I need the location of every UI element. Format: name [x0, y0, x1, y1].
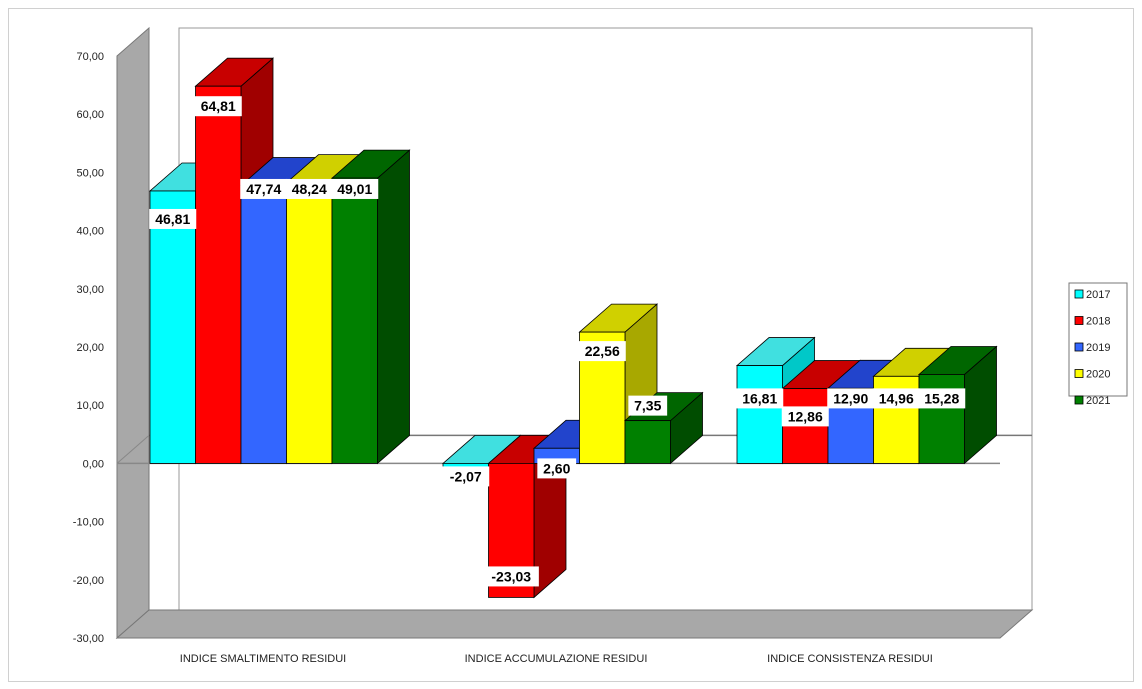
- data-label-box: [442, 466, 490, 487]
- side-wall: [116, 26, 150, 640]
- bar-front: [331, 177, 378, 464]
- legend-item-2017: 2017: [1074, 289, 1110, 301]
- data-label-box: [483, 566, 539, 587]
- floor: [115, 609, 1034, 639]
- data-label-text: 48,24: [292, 181, 327, 197]
- legend-item-2018: 2018: [1074, 316, 1110, 328]
- y-tick-label: 20,00: [76, 342, 104, 354]
- data-label: -23,03: [483, 566, 539, 587]
- data-label: 14,96: [872, 388, 920, 409]
- data-label: 22,56: [578, 341, 626, 362]
- y-tick-label: -30,00: [73, 633, 104, 645]
- data-label-box: [918, 388, 966, 409]
- bar-2021-0: [330, 149, 411, 465]
- legend-label: 2019: [1086, 342, 1110, 354]
- legend: 2017 2018 2019 2020 2021: [1068, 282, 1128, 407]
- data-label-text: 15,28: [924, 390, 959, 406]
- data-label-text: 49,01: [337, 181, 372, 197]
- data-label-box: [149, 208, 197, 229]
- y-tick-label: 40,00: [76, 226, 104, 238]
- legend-swatch: [1074, 316, 1084, 325]
- data-label-box: [331, 178, 379, 199]
- data-label: 2,60: [537, 458, 577, 479]
- legend-label: 2020: [1086, 369, 1110, 381]
- data-label: 12,86: [781, 406, 829, 427]
- data-label: 47,74: [240, 178, 288, 199]
- x-axis: INDICE SMALTIMENTO RESIDUI INDICE ACCUMUL…: [180, 653, 933, 665]
- data-labels: 46,81 64,81 47,74 48,24 49,01 -2,07 -23,03 2,60…: [149, 96, 966, 587]
- y-tick-label: 10,00: [76, 400, 104, 412]
- y-tick-label: -20,00: [73, 575, 104, 587]
- legend-swatch: [1074, 395, 1084, 405]
- data-label-box: [285, 178, 333, 199]
- data-label-text: 16,81: [742, 390, 777, 406]
- legend-swatch: [1074, 369, 1084, 378]
- data-label: 12,90: [827, 388, 875, 409]
- bar-front: [240, 185, 287, 464]
- zero-depth-line: [116, 435, 150, 464]
- legend-label: 2018: [1086, 316, 1110, 328]
- legend-item-2021: 2021: [1074, 395, 1110, 407]
- data-label-box: [240, 178, 288, 199]
- category-label: INDICE ACCUMULAZIONE RESIDUI: [465, 653, 648, 665]
- legend-swatch: [1074, 342, 1084, 352]
- data-label: 48,24: [285, 178, 333, 199]
- data-label-box: [781, 406, 829, 427]
- data-label: 16,81: [736, 388, 784, 409]
- data-label: 7,35: [628, 395, 668, 416]
- data-label: 49,01: [331, 178, 379, 199]
- data-label-text: 12,90: [833, 390, 868, 406]
- legend-swatch: [1074, 289, 1084, 299]
- data-label-text: -2,07: [450, 468, 482, 484]
- data-label: 15,28: [918, 388, 966, 409]
- legend-item-2019: 2019: [1074, 342, 1110, 354]
- bar-front: [286, 182, 333, 464]
- bar-side: [377, 149, 410, 465]
- y-tick-label: 70,00: [76, 51, 104, 63]
- legend-item-2020: 2020: [1074, 369, 1110, 381]
- data-label-text: 2,60: [543, 460, 570, 476]
- y-tick-label: 60,00: [76, 109, 104, 121]
- data-label: 46,81: [149, 208, 197, 229]
- category-label: INDICE SMALTIMENTO RESIDUI: [180, 653, 346, 665]
- y-tick-label: 50,00: [76, 167, 104, 179]
- y-axis: 70,00 60,00 50,00 40,00 30,00 20,00 10,00 0,00 -…: [73, 51, 104, 645]
- y-tick-label: 30,00: [76, 284, 104, 296]
- data-label: 64,81: [194, 96, 242, 117]
- legend-label: 2017: [1086, 289, 1110, 301]
- data-label-box: [628, 395, 668, 416]
- data-label-text: 46,81: [155, 211, 190, 227]
- bar-front: [149, 190, 196, 464]
- data-label-box: [872, 388, 920, 409]
- data-label-text: -23,03: [491, 568, 531, 584]
- legend-label: 2021: [1086, 395, 1110, 407]
- data-label-text: 14,96: [879, 390, 914, 406]
- y-tick-label: 0,00: [83, 458, 104, 470]
- data-label-box: [537, 458, 577, 479]
- data-label-box: [578, 341, 626, 362]
- category-label: INDICE CONSISTENZA RESIDUI: [767, 653, 933, 665]
- data-label-text: 47,74: [246, 181, 281, 197]
- bar-front: [736, 365, 783, 464]
- data-label: -2,07: [442, 466, 490, 487]
- data-label-text: 7,35: [634, 398, 661, 414]
- bar-front: [918, 374, 965, 464]
- data-label-box: [736, 388, 784, 409]
- data-label-text: 22,56: [585, 343, 620, 359]
- y-tick-label: -10,00: [73, 517, 104, 529]
- data-label-box: [827, 388, 875, 409]
- bar-front: [195, 85, 242, 464]
- bar-front: [624, 420, 671, 464]
- data-label-box: [194, 96, 242, 117]
- data-label-text: 12,86: [788, 408, 823, 424]
- data-label-text: 64,81: [201, 98, 236, 114]
